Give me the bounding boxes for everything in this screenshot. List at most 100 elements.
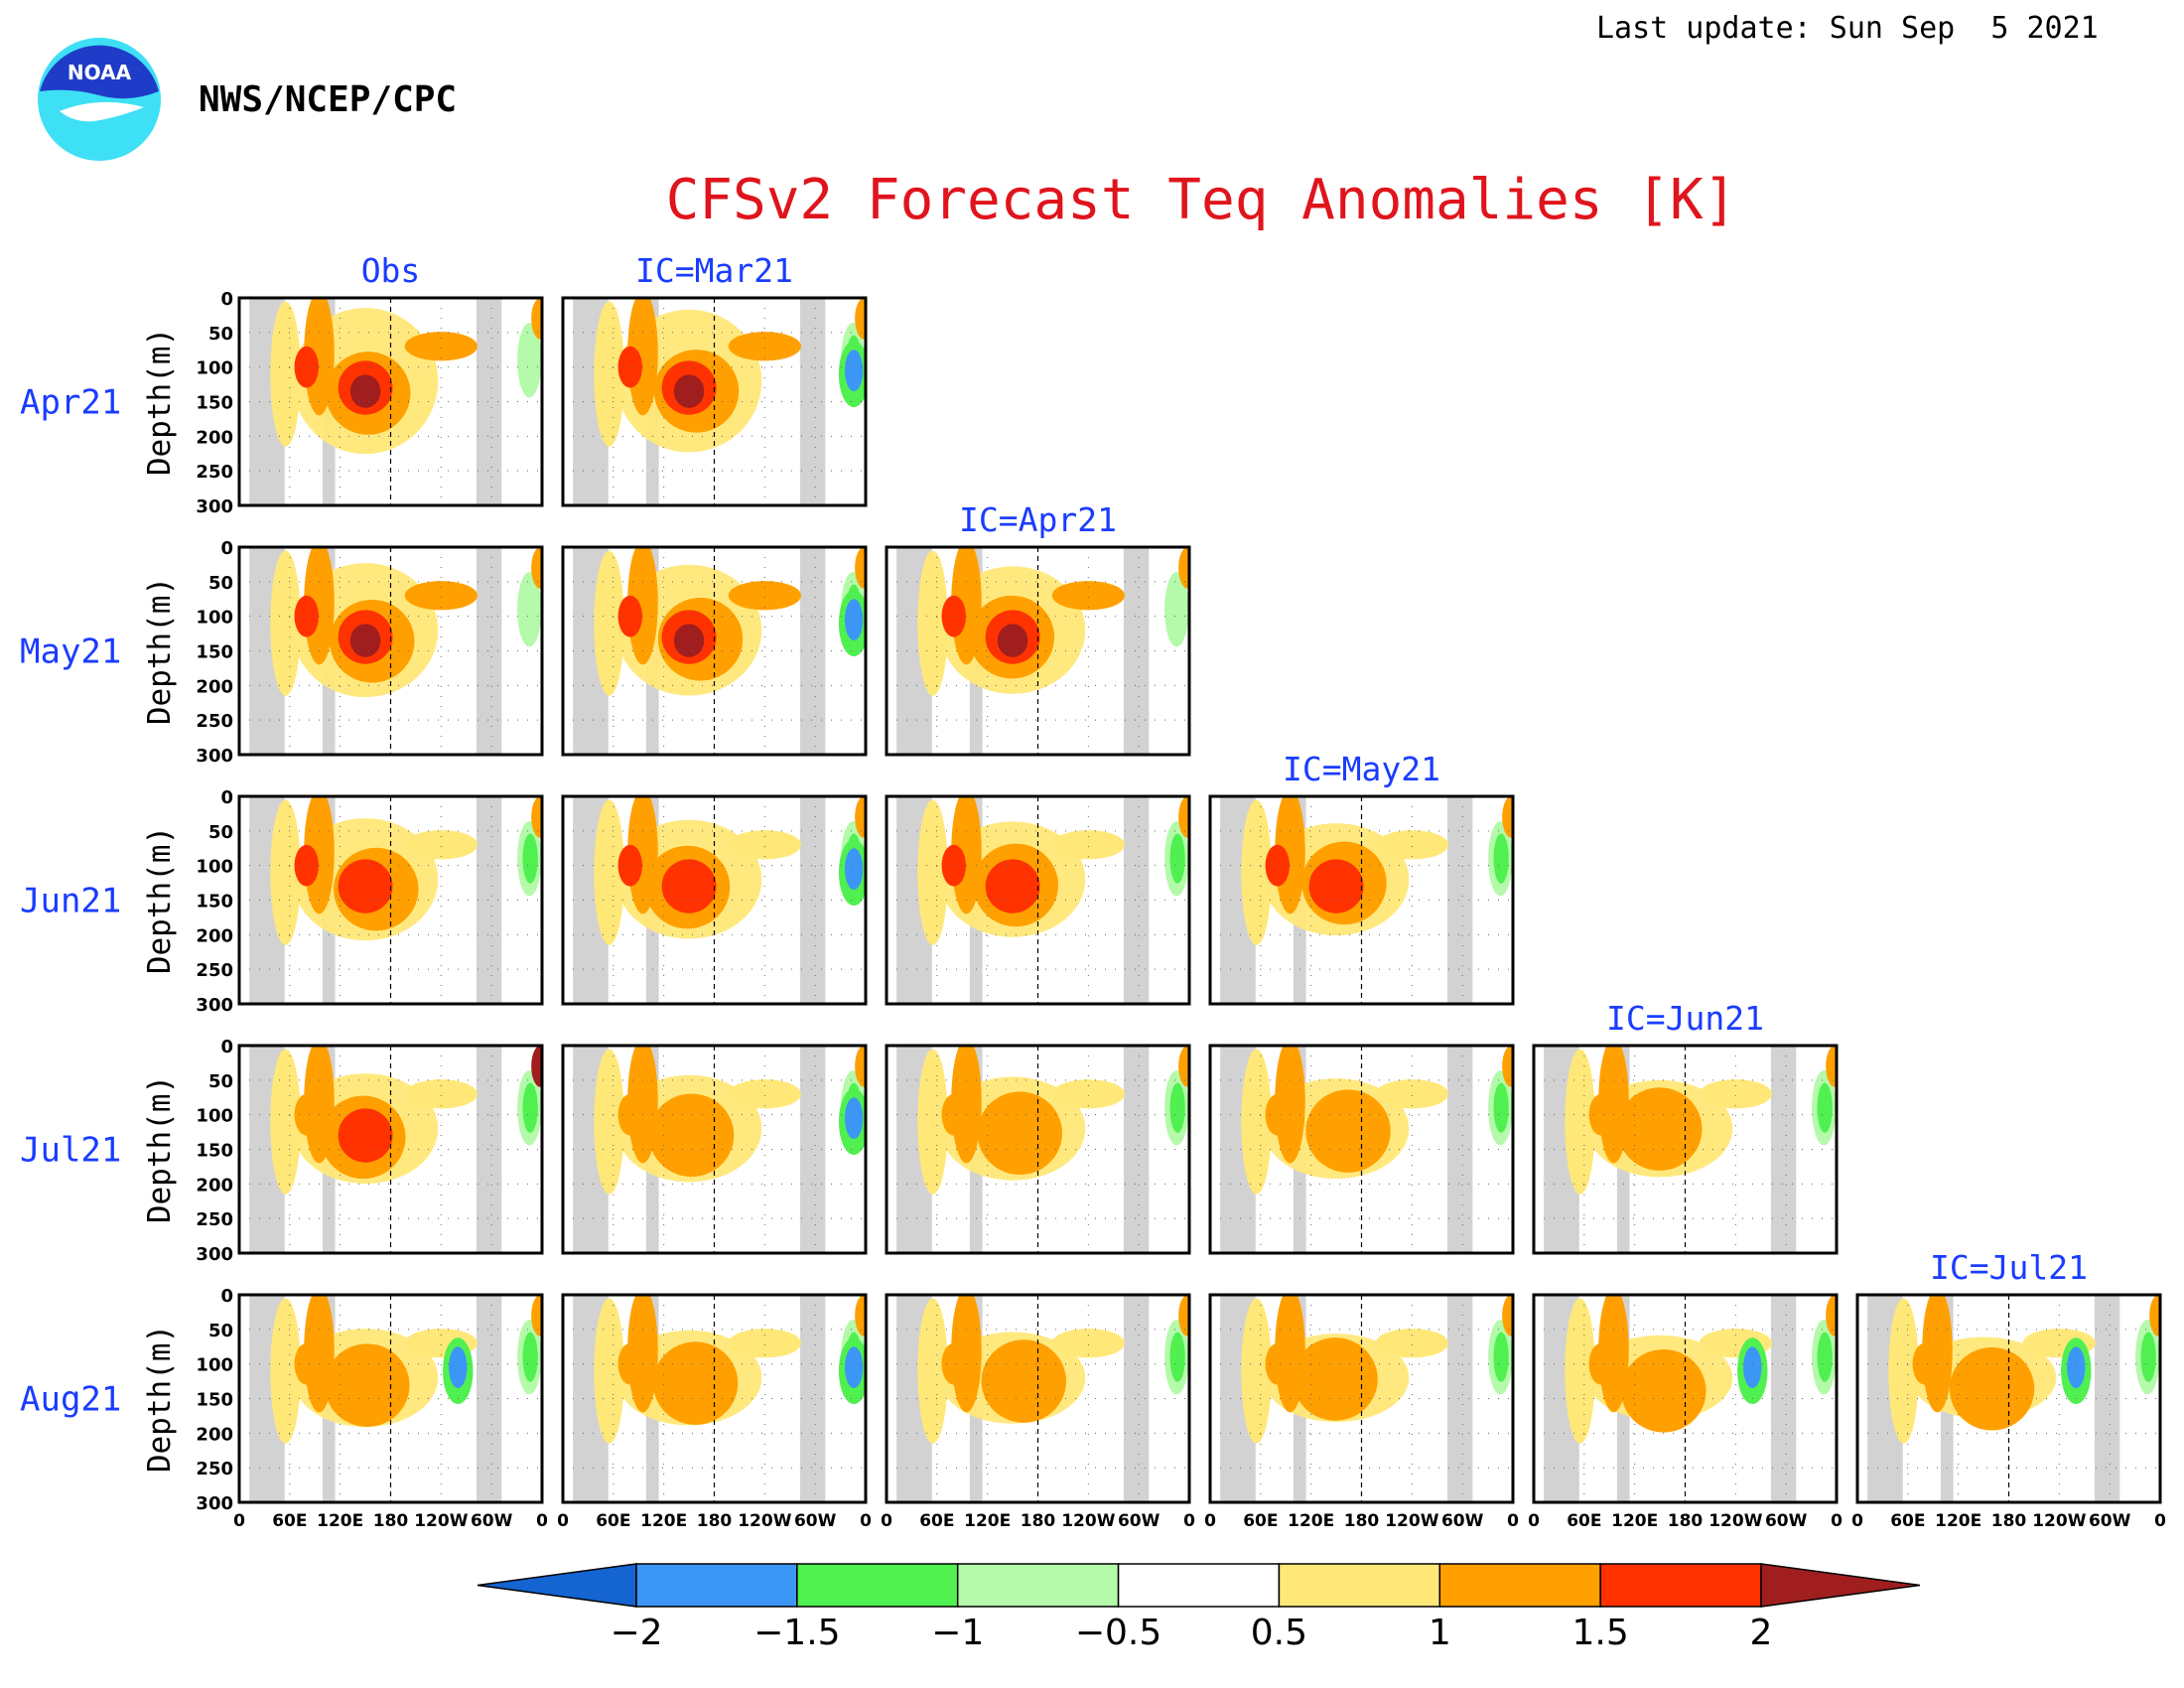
- anomaly-contour: [304, 796, 335, 914]
- y-tick-label: 300: [196, 1493, 233, 1514]
- anomaly-contour: [1178, 796, 1189, 838]
- x-tick-label: 0: [1851, 1511, 1863, 1531]
- anomaly-contour: [270, 799, 301, 945]
- x-tick-label: 60E: [1890, 1511, 1925, 1531]
- anomaly-contour: [404, 1079, 478, 1109]
- anomaly-contour: [517, 572, 542, 647]
- y-tick-label: 0: [220, 787, 233, 808]
- anomaly-contour: [1178, 1295, 1189, 1336]
- panel: IC=Jun21: [1532, 999, 1839, 1255]
- anomaly-contour: [728, 332, 801, 361]
- anomaly-contour: [404, 332, 478, 361]
- panel: 0 60E 120E 180 120W 60W 0: [1204, 1293, 1519, 1531]
- x-tick-label: 120E: [964, 1511, 1011, 1531]
- anomaly-contour: [1817, 1082, 1833, 1133]
- anomaly-contour: [981, 1339, 1067, 1423]
- anomaly-contour: [1493, 1082, 1509, 1133]
- x-tick-label: 60E: [1567, 1511, 1601, 1531]
- anomaly-contour: [844, 350, 864, 392]
- anomaly-contour: [349, 624, 381, 657]
- y-tick-label: 250: [196, 1209, 233, 1230]
- anomaly-contour: [270, 550, 301, 696]
- panel-field: [239, 1295, 542, 1502]
- panel-frame: [561, 545, 868, 757]
- y-axis-label: Depth(m): [142, 328, 178, 476]
- y-axis-label: Depth(m): [142, 1325, 178, 1473]
- anomaly-contour: [1051, 1079, 1125, 1109]
- anomaly-contour: [2149, 1295, 2160, 1336]
- x-tick-label: 60W: [794, 1511, 837, 1531]
- y-tick-label: 250: [196, 462, 233, 483]
- panel-field: [239, 547, 542, 755]
- anomaly-contour: [1241, 1298, 1272, 1444]
- panel-frame: [561, 794, 868, 1006]
- y-tick-label: 250: [196, 960, 233, 981]
- anomaly-contour: [531, 1295, 542, 1336]
- panel-field: [563, 1295, 866, 1502]
- anomaly-contour: [844, 599, 864, 641]
- agency-label: NWS/NCEP/CPC: [199, 79, 457, 120]
- anomaly-contour: [270, 1298, 301, 1444]
- anomaly-contour: [1051, 581, 1125, 611]
- panel-frame: [1208, 794, 1515, 1006]
- anomaly-contour: [594, 301, 624, 447]
- anomaly-contour: [1565, 1049, 1595, 1195]
- y-tick-label: 150: [196, 642, 233, 663]
- x-tick-label: 120W: [414, 1511, 468, 1531]
- panel-frame: [237, 1044, 544, 1255]
- colorbar-arrow-high: [1760, 1563, 1921, 1608]
- y-tick-label: 200: [196, 427, 233, 448]
- panel-field: [887, 1046, 1189, 1253]
- anomaly-contour: [294, 844, 319, 887]
- panel: IC=May21: [1208, 750, 1515, 1006]
- y-axis-label: Depth(m): [142, 577, 178, 725]
- colorbar-tick-label: −2: [610, 1613, 662, 1653]
- y-tick-label: 100: [196, 608, 233, 629]
- panel-frame: [237, 1293, 544, 1504]
- panel-frame: [1208, 1044, 1515, 1255]
- row-label: Jun21: [20, 882, 121, 921]
- anomaly-contour: [941, 595, 966, 637]
- panel-frame: [561, 296, 868, 507]
- x-tick-label: 0: [1831, 1511, 1843, 1531]
- anomaly-contour: [338, 859, 393, 914]
- anomaly-contour: [304, 547, 335, 665]
- x-tick-label: 60E: [272, 1511, 307, 1531]
- colorbar: −2 −1.5 −1 −0.5 0.5 1 1.5 2: [477, 1563, 1921, 1653]
- panel-field: [1210, 1046, 1513, 1253]
- anomaly-contour: [652, 1341, 739, 1425]
- anomaly-contour: [2067, 1346, 2086, 1389]
- panel-field: [1534, 1046, 1837, 1253]
- anomaly-contour: [294, 346, 319, 388]
- panel: [237, 545, 544, 757]
- column-header: IC=May21: [1283, 750, 1440, 788]
- anomaly-contour: [1178, 547, 1189, 589]
- x-tick-label: 60W: [471, 1511, 513, 1531]
- x-tick-label: 0: [233, 1511, 245, 1531]
- panel-field: [239, 796, 542, 1004]
- y-tick-label: 300: [196, 496, 233, 517]
- panel: 0 60E 120E 180 120W 60W 0: [557, 1293, 872, 1531]
- anomaly-contour: [977, 1091, 1063, 1176]
- anomaly-contour: [1178, 1046, 1189, 1087]
- anomaly-contour: [1565, 1298, 1595, 1444]
- anomaly-contour: [941, 1093, 966, 1136]
- anomaly-contour: [1293, 1337, 1378, 1421]
- anomaly-contour: [951, 1295, 982, 1413]
- colorbar-swatch: [1599, 1563, 1762, 1608]
- anomaly-contour: [1275, 1046, 1305, 1164]
- anomaly-contour: [917, 550, 948, 696]
- panel-frame: [1855, 1293, 2162, 1504]
- anomaly-contour: [522, 833, 538, 884]
- anomaly-contour: [594, 799, 624, 945]
- column-header: Obs: [361, 251, 421, 290]
- anomaly-contour: [1922, 1295, 1953, 1413]
- panel: IC=Apr21: [885, 500, 1191, 757]
- panel: [237, 794, 544, 1006]
- anomaly-contour: [1241, 1049, 1272, 1195]
- x-tick-label: 60E: [596, 1511, 630, 1531]
- anomaly-contour: [517, 323, 542, 398]
- x-tick-label: 120E: [317, 1511, 363, 1531]
- colorbar-tick-label: −1: [931, 1613, 984, 1653]
- anomaly-contour: [617, 1342, 642, 1385]
